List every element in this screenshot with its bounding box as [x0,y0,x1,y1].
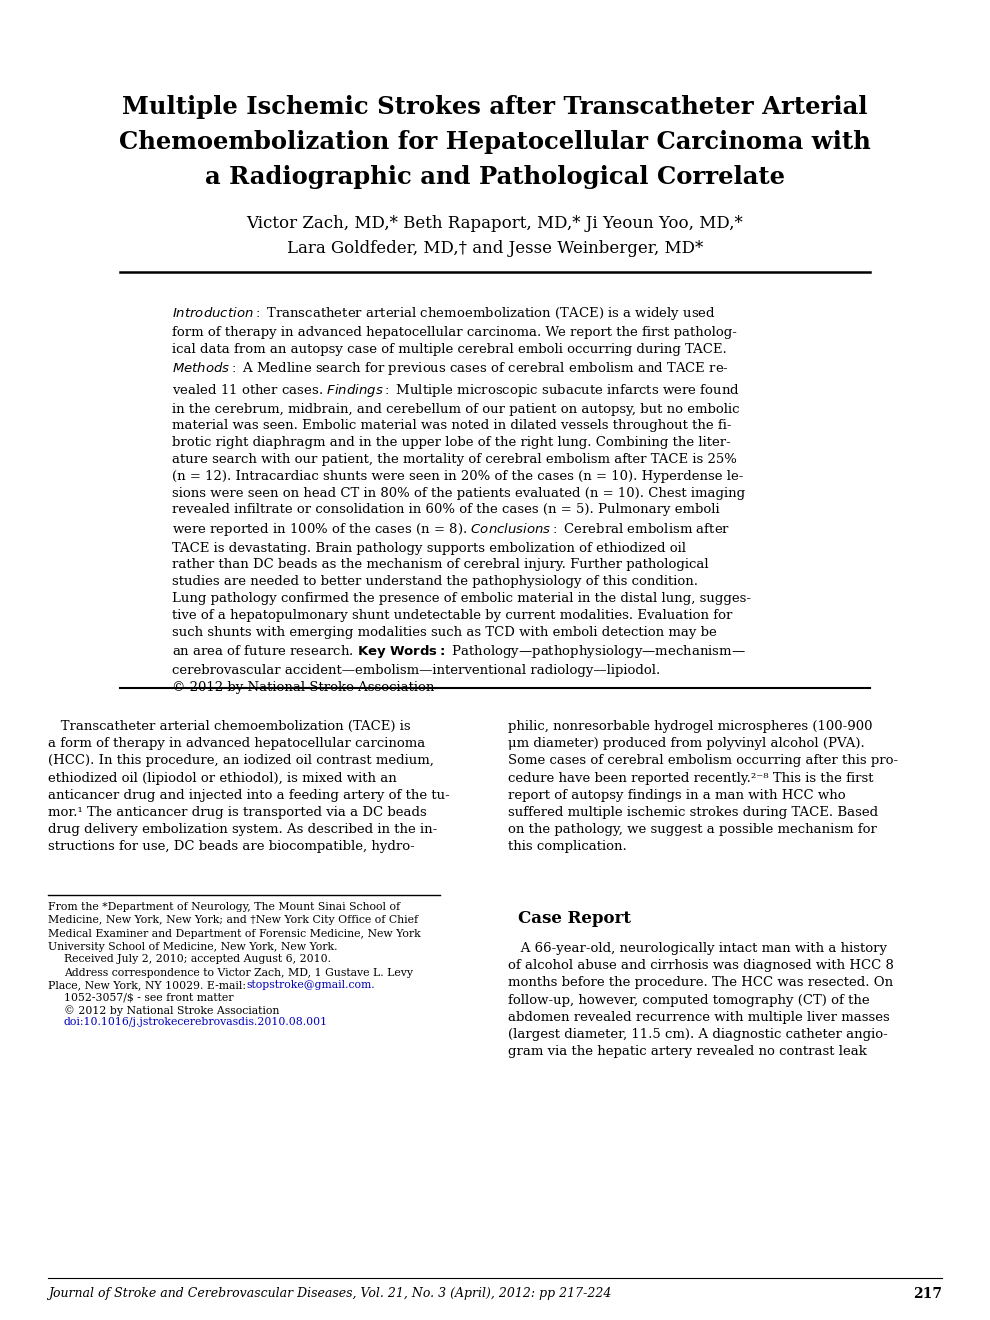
Text: philic, nonresorbable hydrogel microspheres (100-900
μm diameter) produced from : philic, nonresorbable hydrogel microsphe… [508,719,898,854]
Text: A 66-year-old, neurologically intact man with a history
of alcohol abuse and cir: A 66-year-old, neurologically intact man… [508,942,894,1059]
Text: Transcatheter arterial chemoembolization (TACE) is
a form of therapy in advanced: Transcatheter arterial chemoembolization… [48,719,449,854]
Text: a Radiographic and Pathological Correlate: a Radiographic and Pathological Correlat… [205,165,785,189]
Text: 1052-3057/$ - see front matter: 1052-3057/$ - see front matter [64,993,234,1003]
Text: Chemoembolization for Hepatocellular Carcinoma with: Chemoembolization for Hepatocellular Car… [119,129,871,154]
Text: 217: 217 [913,1287,942,1302]
Text: Case Report: Case Report [518,909,631,927]
Text: Place, New York, NY 10029. E-mail:: Place, New York, NY 10029. E-mail: [48,979,249,990]
Text: $\mathit{Introduction:}$ Transcatheter arterial chemoembolization (TACE) is a wi: $\mathit{Introduction:}$ Transcatheter a… [172,305,751,694]
Text: Victor Zach, MD,* Beth Rapaport, MD,* Ji Yeoun Yoo, MD,*: Victor Zach, MD,* Beth Rapaport, MD,* Ji… [247,215,743,232]
Text: © 2012 by National Stroke Association: © 2012 by National Stroke Association [64,1005,279,1016]
Text: Lara Goldfeder, MD,† and Jesse Weinberger, MD*: Lara Goldfeder, MD,† and Jesse Weinberge… [287,240,703,257]
Text: Multiple Ischemic Strokes after Transcatheter Arterial: Multiple Ischemic Strokes after Transcat… [122,95,868,119]
Text: Address correspondence to Victor Zach, MD, 1 Gustave L. Levy: Address correspondence to Victor Zach, M… [64,968,413,978]
Text: From the *Department of Neurology, The Mount Sinai School of
Medicine, New York,: From the *Department of Neurology, The M… [48,902,421,952]
Text: Journal of Stroke and Cerebrovascular Diseases, Vol. 21, No. 3 (April), 2012: pp: Journal of Stroke and Cerebrovascular Di… [48,1287,612,1300]
Text: doi:10.1016/j.jstrokecerebrovasdis.2010.08.001: doi:10.1016/j.jstrokecerebrovasdis.2010.… [64,1016,328,1027]
Text: Received July 2, 2010; accepted August 6, 2010.: Received July 2, 2010; accepted August 6… [64,954,331,964]
Text: stopstroke@gmail.com.: stopstroke@gmail.com. [246,979,374,990]
